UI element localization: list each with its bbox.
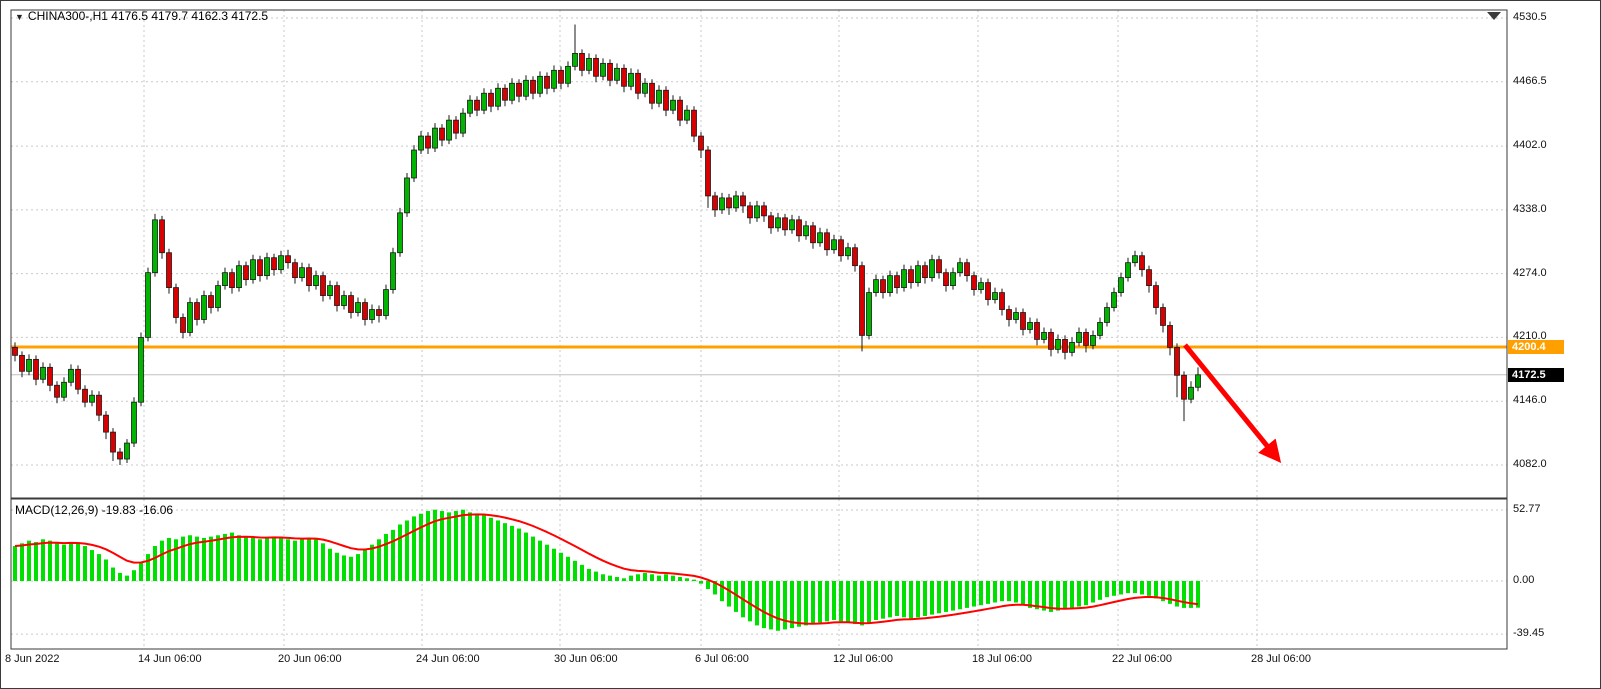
time-axis-label: 6 Jul 06:00	[695, 653, 749, 665]
time-axis-label: 22 Jul 06:00	[1112, 653, 1172, 665]
chart-shift-icon[interactable]	[1487, 12, 1501, 20]
symbol-dropdown-icon[interactable]: ▼	[15, 12, 24, 22]
price-axis-label: 4338.0	[1513, 202, 1547, 215]
time-axis-label: 8 Jun 2022	[5, 653, 60, 665]
bid-price-badge: 4172.5	[1508, 367, 1564, 382]
time-axis-label: 20 Jun 06:00	[278, 653, 342, 665]
macd-axis-label: 0.00	[1513, 574, 1535, 586]
price-axis-label: 4402.0	[1513, 139, 1547, 152]
horizontal-line-price-badge: 4200.4	[1508, 339, 1564, 354]
time-axis-label: 12 Jul 06:00	[833, 653, 893, 665]
price-axis-label: 4082.0	[1513, 458, 1547, 470]
macd-histogram	[13, 509, 1200, 631]
time-axis-label: 14 Jun 06:00	[138, 653, 202, 665]
macd-panel-border	[10, 498, 1508, 650]
price-axis-label: 4274.0	[1513, 266, 1547, 279]
trend-arrow-annotation[interactable]	[1183, 343, 1282, 464]
symbol-ohlc-text: CHINA300-,H1 4176.5 4179.7 4162.3 4172.5	[27, 9, 269, 23]
price-axis-label: 4466.5	[1513, 74, 1547, 87]
time-axis[interactable]: 8 Jun 2022 14 Jun 06:00 20 Jun 06:00 24 Jun…	[1, 649, 1600, 688]
macd-indicator-label: MACD(12,26,9) -19.83 -16.06	[15, 503, 174, 517]
macd-axis-label: -39.45	[1513, 627, 1545, 640]
macd-axis-label: 52.77	[1513, 503, 1541, 515]
macd-signal-line	[14, 513, 1199, 625]
time-axis-label: 18 Jul 06:00	[972, 653, 1032, 665]
candlestick-series	[12, 24, 1201, 465]
price-axis-label: 4210.0	[1513, 330, 1547, 343]
time-axis-label: 30 Jun 06:00	[554, 653, 618, 665]
chart-title: ▼ CHINA300-,H1 4176.5 4179.7 4162.3 4172.…	[15, 9, 268, 23]
main-panel-border	[10, 9, 1508, 499]
time-axis-label: 24 Jun 06:00	[416, 653, 480, 665]
price-axis-label: 4146.0	[1513, 394, 1547, 407]
price-axis-label: 4530.5	[1513, 11, 1547, 23]
grid	[11, 10, 1507, 649]
price-axis[interactable]: 4530.5 4466.5 4402.0 4338.0 4274.0 4210.0 4146…	[1508, 1, 1600, 649]
time-axis-label: 28 Jul 06:00	[1251, 653, 1311, 665]
